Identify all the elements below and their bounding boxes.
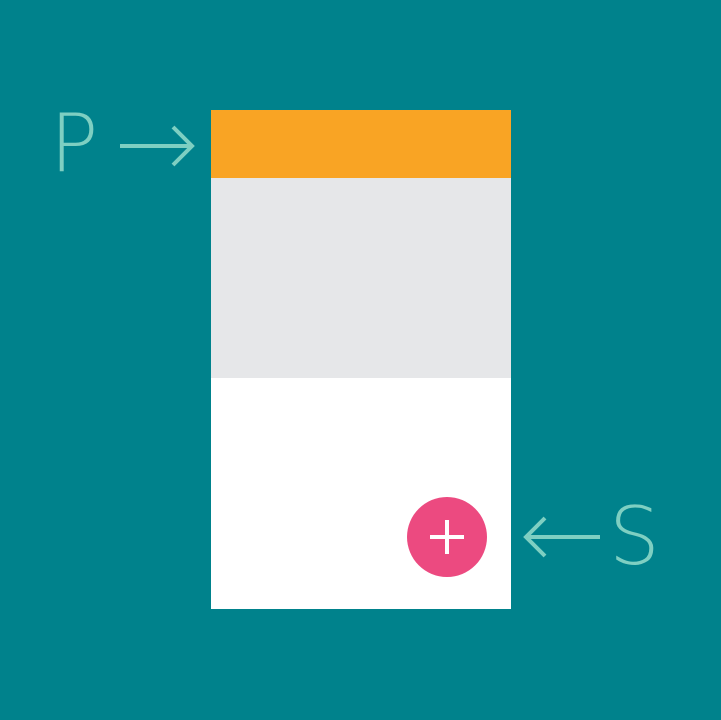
secondary-label: S [609,490,660,583]
arrow-left-icon [523,516,600,558]
arrow-right-icon [120,125,195,167]
app-bar-primary [211,110,511,178]
phone-screen [211,110,511,609]
primary-label: P [50,97,99,190]
content-area [211,178,511,378]
plus-icon [430,520,464,554]
floating-action-button[interactable] [407,497,487,577]
